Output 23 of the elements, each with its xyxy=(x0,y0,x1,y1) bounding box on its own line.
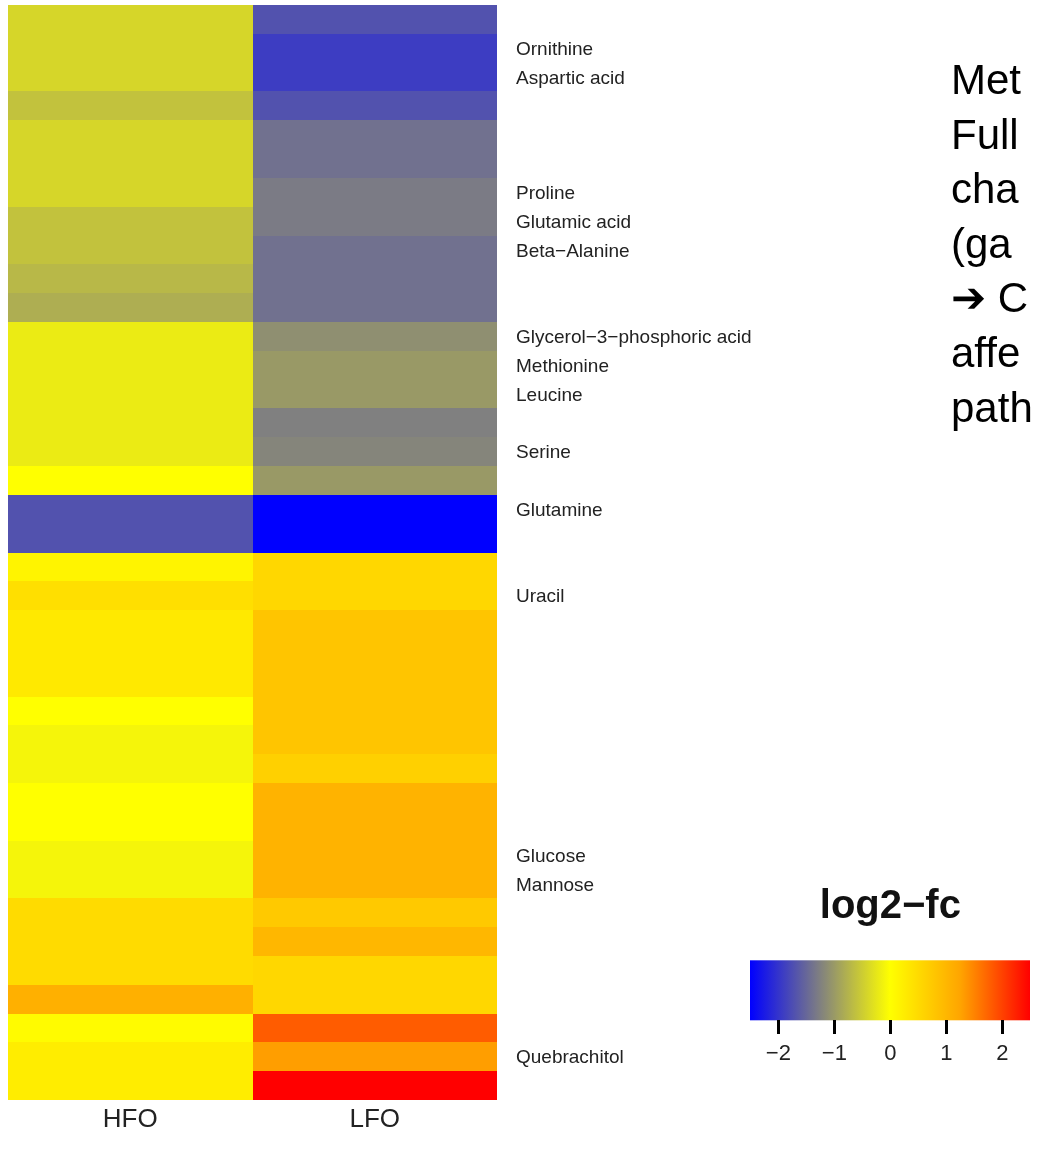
color-bar-label: −1 xyxy=(821,1040,847,1066)
text: Met Full cha (ga ➔ C affe path xyxy=(951,56,1033,431)
x-tick-label: LFO xyxy=(349,1103,401,1133)
y-tick-label: Mannose xyxy=(516,873,595,895)
y-tick-label: Uracil xyxy=(516,585,565,607)
y-tick-label: Glutamic acid xyxy=(516,210,632,232)
y-tick-label: Proline xyxy=(516,181,576,203)
y-tick-label: Serine xyxy=(516,441,571,463)
y-tick-label: Glucose xyxy=(516,844,586,866)
y-tick-label: Ornithine xyxy=(516,37,594,59)
y-tick-label: Glutamine xyxy=(516,498,603,520)
x-tick-label: HFO xyxy=(102,1103,158,1133)
y-tick-label: Aspartic acid xyxy=(516,66,625,88)
y-tick-label: Leucine xyxy=(516,383,583,405)
y-tick-label: Methionine xyxy=(516,354,609,376)
color-bar-title: log2−fc xyxy=(819,881,961,926)
color-bar-label: 1 xyxy=(940,1040,953,1066)
color-bar-label: 0 xyxy=(884,1040,897,1066)
y-tick-label: Glycerol−3−phosphoric acid xyxy=(516,326,752,348)
y-tick-label: Quebrachitol xyxy=(516,1046,624,1068)
y-tick-label: Beta−Alanine xyxy=(516,239,630,261)
color-bar-label: −2 xyxy=(765,1040,791,1066)
color-bar-label: 2 xyxy=(996,1040,1009,1066)
